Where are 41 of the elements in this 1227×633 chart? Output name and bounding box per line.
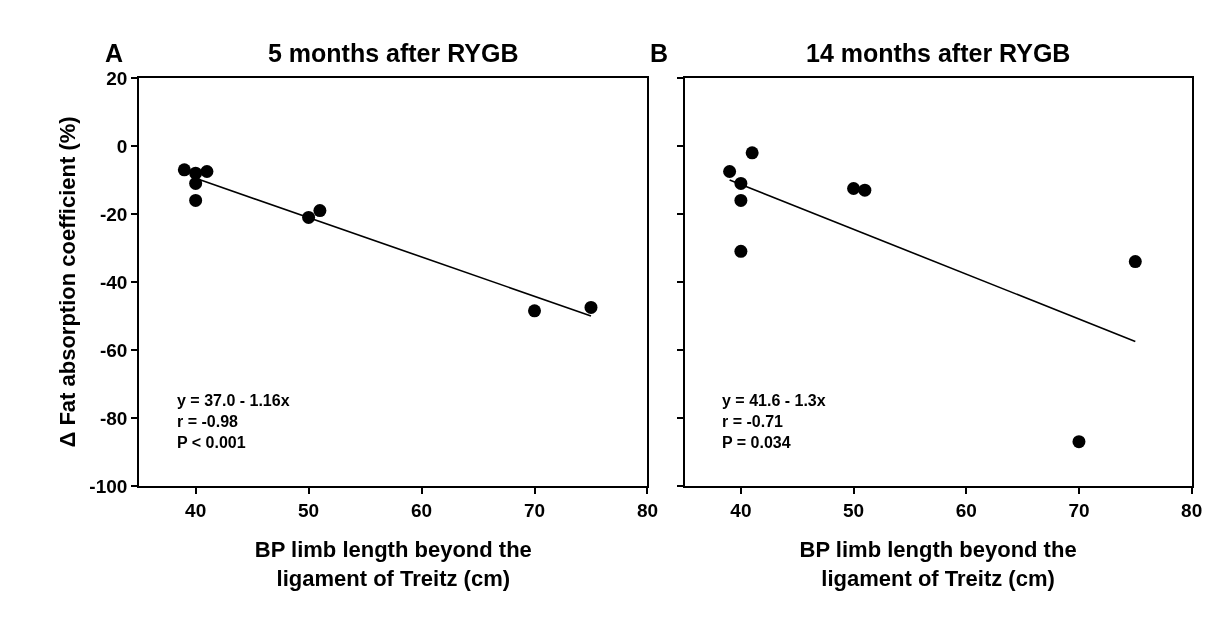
point [1128,255,1142,269]
x-tick-label: 80 [636,499,659,521]
point [734,244,748,258]
point [313,204,327,218]
point [1072,435,1086,449]
y-tick-label: 20 [106,67,128,89]
point [528,304,542,318]
y-tick-label: -60 [99,339,128,361]
x-axis-title: BP limb length beyond the ligament of Treitz (cm) [254,537,532,591]
point [723,164,737,178]
x-tick-label: 40 [185,499,207,521]
y-tick-label: -20 [99,203,128,225]
y-axis-title: Δ Fat absorption coefficient (%) [54,116,80,448]
chart-title: 14 months after RYGB [806,39,1071,67]
point [177,163,191,177]
point [200,164,214,178]
y-tick-label: 0 [116,135,128,157]
x-tick-label: 50 [843,499,865,521]
chart-title: 5 months after RYGB [268,39,519,67]
point [847,181,861,195]
y-tick-label: -40 [99,271,128,293]
point [584,300,598,314]
point [745,146,759,160]
x-tick-label: 60 [955,499,977,521]
point [858,183,872,197]
y-tick-label: -100 [89,475,128,497]
x-tick-label: 40 [730,499,752,521]
x-tick-label: 60 [410,499,433,521]
y-tick-label: -80 [99,407,128,429]
annotation: y = 37.0 - 1.16x r = -0.98 P < 0.001 [177,392,290,451]
text: A [105,39,124,67]
x-tick-label: 50 [298,499,320,521]
point [734,193,748,207]
x-tick-label: 70 [523,499,546,521]
annotation: y = 41.6 - 1.3x r = -0.71 P = 0.034 [722,392,826,451]
x-tick-label: 70 [1068,499,1090,521]
x-tick-label: 80 [1181,499,1203,521]
text: B [650,39,669,67]
x-axis-title: BP limb length beyond the ligament of Treitz (cm) [799,537,1077,591]
point [189,176,203,190]
point [189,193,203,207]
